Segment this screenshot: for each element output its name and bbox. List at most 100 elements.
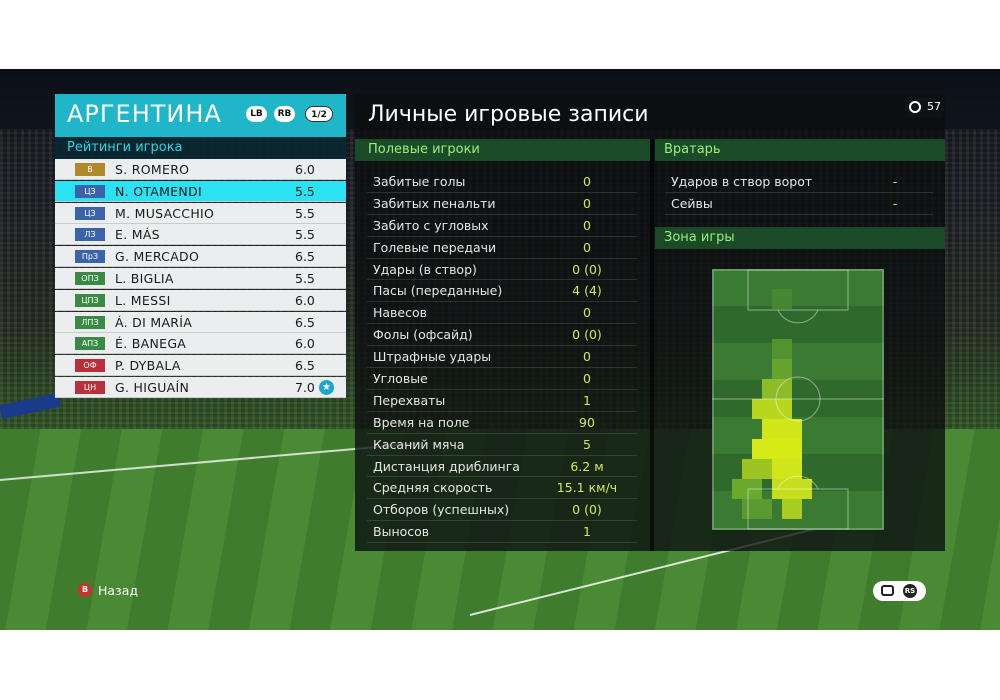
player-rating: 6.0 xyxy=(295,336,315,352)
player-name: E. MÁS xyxy=(115,227,160,243)
player-name: G. HIGUAÍN xyxy=(115,379,190,395)
stat-value: 0 xyxy=(583,371,591,387)
stat-label: Пасы (переданные) xyxy=(373,283,503,299)
player-rating: 7.0 xyxy=(295,379,315,395)
stat-value: 1 xyxy=(583,392,591,408)
player-rating: 5.5 xyxy=(295,270,315,286)
rating-header: Рейтинги игрока xyxy=(55,137,346,159)
player-name: P. DYBALA xyxy=(115,358,181,374)
stat-value: 15.1 км/ч xyxy=(556,480,618,496)
player-row[interactable]: ПрЗ G. MERCADO 6.5 xyxy=(55,246,346,268)
position-badge: ПрЗ xyxy=(75,250,105,264)
b-button-icon[interactable]: B xyxy=(78,583,92,597)
player-list: В S. ROMERO 6.0 ЦЗ N. OTAMENDI 5.5 ЦЗ M. MUSACC… xyxy=(55,159,346,399)
player-row[interactable]: ЦЗ N. OTAMENDI 5.5 xyxy=(55,180,346,202)
player-rating: 6.5 xyxy=(295,314,315,330)
chat-icon[interactable] xyxy=(881,585,894,596)
field-players-title: Полевые игроки xyxy=(368,142,480,157)
page-indicator: 1/2 xyxy=(305,106,333,122)
rs-stick-icon[interactable]: RS xyxy=(903,584,917,598)
stat-label: Время на поле xyxy=(373,414,470,430)
gk-stat-label: Сейвы xyxy=(671,195,713,211)
stat-value: 5 xyxy=(583,436,591,452)
position-badge: ЛПЗ xyxy=(75,315,105,329)
back-label[interactable]: Назад xyxy=(98,583,139,598)
stat-row: Фолы (офсайд) 0 (0) xyxy=(367,324,637,347)
goalkeeper-header: Вратарь xyxy=(655,139,945,161)
player-row[interactable]: ЛПЗ Á. DI MARÍA 6.5 xyxy=(55,311,346,333)
player-rating: 5.5 xyxy=(295,183,315,199)
player-row[interactable]: ЦПЗ L. MESSI 6.0 xyxy=(55,289,346,311)
player-row[interactable]: ОПЗ L. BIGLIA 5.5 xyxy=(55,267,346,289)
gk-stat-label: Ударов в створ ворот xyxy=(671,174,813,189)
stat-row: Навесов 0 xyxy=(367,302,637,325)
stat-value: 0 (0) xyxy=(572,261,602,277)
player-rating: 6.0 xyxy=(295,162,315,177)
lb-button[interactable]: LB xyxy=(246,106,267,122)
player-name: Á. DI MARÍA xyxy=(115,314,193,330)
stat-value: 0 xyxy=(583,195,591,211)
gk-stat-row: Ударов в створ ворот - xyxy=(665,171,933,193)
player-row[interactable]: ОФ P. DYBALA 6.5 xyxy=(55,355,346,377)
player-row[interactable]: ЦЗ M. MUSACCHIO 5.5 xyxy=(55,202,346,224)
player-name: L. BIGLIA xyxy=(115,270,174,286)
position-badge: ЦН xyxy=(75,380,105,394)
stat-label: Средняя скорость xyxy=(373,480,493,496)
stat-row: Забито с угловых 0 xyxy=(367,215,637,237)
stat-value: 0 xyxy=(583,217,591,233)
stat-label: Выносов xyxy=(373,524,430,540)
stat-row: Перехваты 1 xyxy=(367,390,637,412)
stat-row: Пасы (переданные) 4 (4) xyxy=(367,280,637,303)
player-name: É. BANEGA xyxy=(115,336,187,352)
player-row[interactable]: АПЗ É. BANEGA 6.0 xyxy=(55,333,346,355)
player-name: G. MERCADO xyxy=(115,249,200,265)
records-panel: Личные игровые записи 57 Полевые игроки … xyxy=(355,94,945,551)
stat-label: Забитые голы xyxy=(373,174,466,189)
stat-row: Удары (в створ) 0 (0) xyxy=(367,259,637,281)
stat-value: 0 xyxy=(583,305,591,321)
play-zone-title: Зона игры xyxy=(664,230,735,245)
position-badge: В xyxy=(75,163,105,176)
stat-label: Навесов xyxy=(373,305,428,321)
position-badge: ОПЗ xyxy=(75,271,105,285)
timer-value: 57 xyxy=(927,100,941,113)
position-badge: ЛЗ xyxy=(75,228,105,242)
stat-label: Перехваты xyxy=(373,392,446,408)
player-name: N. OTAMENDI xyxy=(115,183,202,199)
rb-button[interactable]: RB xyxy=(274,106,295,122)
player-rating: 5.5 xyxy=(295,205,315,221)
position-badge: ЦЗ xyxy=(75,184,105,198)
stat-label: Штрафные удары xyxy=(373,349,492,365)
stat-row: Угловые 0 xyxy=(367,368,637,390)
goalkeeper-title: Вратарь xyxy=(664,142,721,157)
position-badge: ЦЗ xyxy=(75,206,105,220)
clock-icon xyxy=(909,101,921,113)
stat-value: 0 xyxy=(583,239,591,255)
controls-hint[interactable]: RS xyxy=(873,581,926,601)
stat-value: 90 xyxy=(579,414,595,430)
gk-stat-row: Сейвы - xyxy=(665,193,933,215)
play-zone-heatmap xyxy=(712,269,884,530)
gk-stat-value: - xyxy=(892,174,898,189)
position-badge: ОФ xyxy=(75,359,105,373)
player-rating: 6.5 xyxy=(295,249,315,265)
stat-value: 0 (0) xyxy=(572,502,602,518)
stat-row: Забитых пенальти 0 xyxy=(367,193,637,215)
goalkeeper-stats-list: Ударов в створ ворот - Сейвы - xyxy=(665,171,933,215)
stat-value: 0 xyxy=(583,349,591,365)
player-name: S. ROMERO xyxy=(115,162,190,177)
stat-row: Касаний мяча 5 xyxy=(367,434,637,456)
player-row[interactable]: ЛЗ E. MÁS 5.5 xyxy=(55,224,346,246)
player-name: M. MUSACCHIO xyxy=(115,205,215,221)
player-row[interactable]: ЦН G. HIGUAÍN 7.0 ★ xyxy=(55,376,346,398)
stat-label: Забито с угловых xyxy=(373,217,489,233)
stat-row: Дистанция дриблинга 6.2 м xyxy=(367,456,637,478)
team-name: АРГЕНТИНА xyxy=(67,100,222,128)
stat-label: Голевые передачи xyxy=(373,239,497,255)
stat-label: Касаний мяча xyxy=(373,436,465,452)
stat-label: Фолы (офсайд) xyxy=(373,327,473,343)
field-stats-list: Забитые голы 0 Забитых пенальти 0 Забито с у… xyxy=(367,171,637,544)
stat-value: 0 xyxy=(583,174,591,189)
stat-label: Угловые xyxy=(373,371,428,387)
player-row[interactable]: В S. ROMERO 6.0 xyxy=(55,159,346,180)
